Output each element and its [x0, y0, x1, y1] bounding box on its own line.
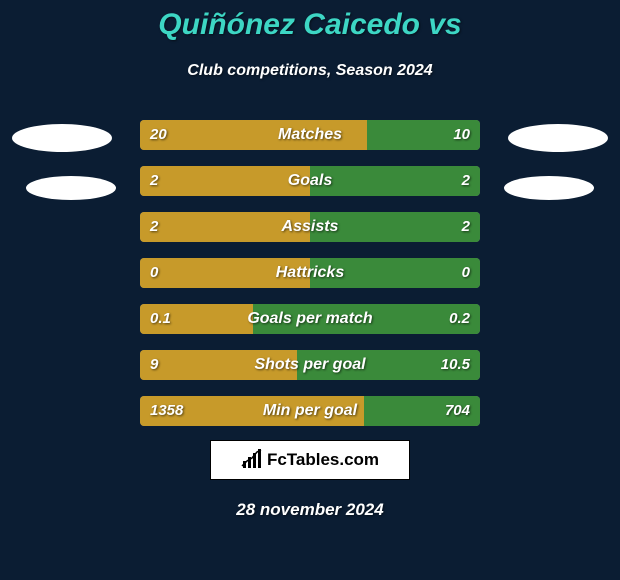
- date-text: 28 november 2024: [236, 500, 383, 519]
- avatar-placeholder-1: [508, 124, 608, 152]
- subtitle: Club competitions, Season 2024: [0, 62, 620, 80]
- stat-row-min-per-goal: 1358704Min per goal: [140, 396, 480, 426]
- date-line: 28 november 2024: [0, 500, 620, 520]
- stat-label: Goals: [140, 166, 480, 196]
- page-title: Quiñónez Caicedo vs: [0, 8, 620, 42]
- stats-panel: 2010Matches 22Goals 22Assists 00Hattricks 0.…: [140, 120, 480, 442]
- stat-row-hattricks: 00Hattricks: [140, 258, 480, 288]
- title-text: Quiñónez Caicedo vs: [158, 8, 461, 41]
- avatar-placeholder-3: [504, 176, 594, 200]
- logo-text: FcTables.com: [267, 450, 379, 470]
- stat-row-shots-per-goal: 910.5Shots per goal: [140, 350, 480, 380]
- subtitle-text: Club competitions, Season 2024: [187, 62, 432, 79]
- bar-chart-icon: [241, 449, 263, 471]
- stat-label: Shots per goal: [140, 350, 480, 380]
- stat-row-assists: 22Assists: [140, 212, 480, 242]
- stat-row-goals-per-match: 0.10.2Goals per match: [140, 304, 480, 334]
- stat-label: Goals per match: [140, 304, 480, 334]
- stat-row-goals: 22Goals: [140, 166, 480, 196]
- avatar-placeholder-2: [26, 176, 116, 200]
- stage: Quiñónez Caicedo vs Club competitions, S…: [0, 0, 620, 580]
- logo-box: FcTables.com: [210, 440, 410, 480]
- stat-label: Matches: [140, 120, 480, 150]
- stat-label: Assists: [140, 212, 480, 242]
- stat-label: Min per goal: [140, 396, 480, 426]
- avatar-placeholder-0: [12, 124, 112, 152]
- stat-label: Hattricks: [140, 258, 480, 288]
- stat-row-matches: 2010Matches: [140, 120, 480, 150]
